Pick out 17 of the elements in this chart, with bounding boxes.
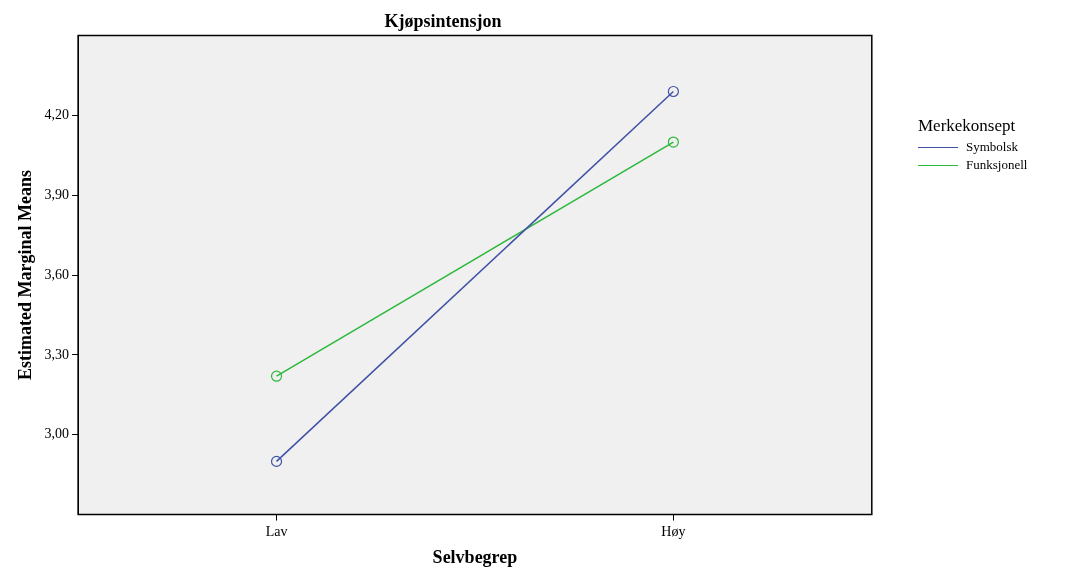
y-tick-label: 3,60 [44, 266, 70, 282]
y-tick-label: 4,20 [44, 107, 70, 123]
x-tick-label: Høy [661, 523, 686, 539]
x-axis-title: Selvbegrep [432, 546, 518, 567]
chart-title: Kjøpsintensjon [384, 11, 502, 32]
y-tick-label: 3,30 [44, 346, 70, 362]
point [667, 136, 679, 148]
point [270, 455, 283, 467]
legend-label: Symbolsk [966, 138, 1019, 156]
y-tick-label: 3,90 [44, 186, 70, 202]
x-tick-label: Lav [265, 523, 288, 539]
legend-label: Funksjonell [966, 156, 1028, 174]
point [270, 370, 283, 382]
y-axis-title: Estimated Marginal Means [15, 170, 36, 381]
point [667, 85, 679, 98]
legend-title: Merkekonsept [918, 116, 1017, 136]
y-tick-label: 3,00 [44, 426, 70, 442]
